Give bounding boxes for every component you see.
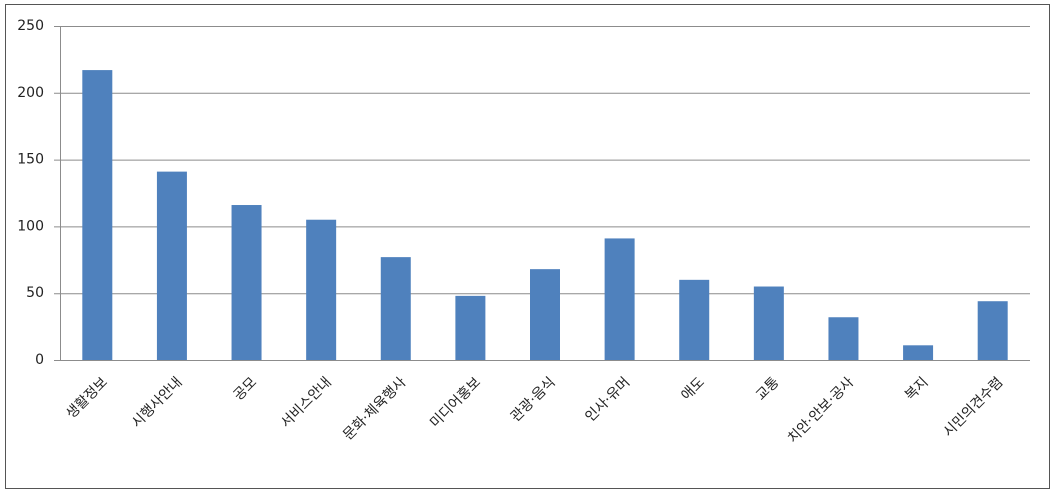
bar [306,219,337,360]
bar [903,345,934,360]
bar [455,295,486,360]
bar [679,279,710,360]
bar [231,205,262,360]
bar [753,286,784,360]
y-tick-label: 250 [17,18,44,34]
y-tick-label: 200 [17,85,44,101]
bar [380,257,411,360]
bar [977,301,1008,360]
bar [828,317,859,360]
y-tick-label: 100 [17,218,44,234]
bar [82,70,113,360]
bar [530,269,560,360]
bar [604,238,635,360]
bar [156,171,187,360]
y-tick-label: 50 [26,285,44,301]
y-tick-label: 150 [17,152,44,168]
y-tick-label: 0 [35,352,44,368]
